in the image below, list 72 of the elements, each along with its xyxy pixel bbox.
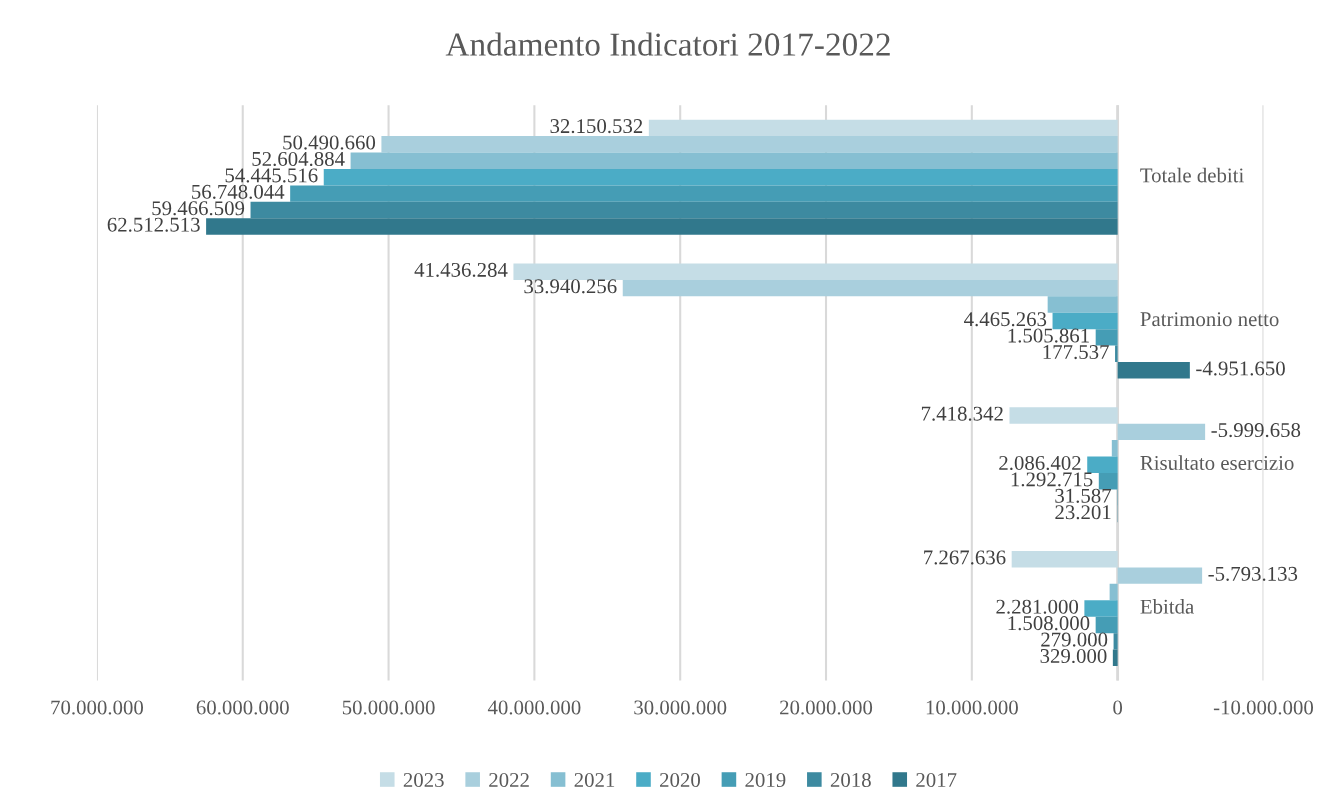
bar (250, 201, 1118, 219)
data-label: 7.418.342 (921, 406, 1003, 421)
data-label: 56.748.044 (192, 184, 285, 199)
data-label: 1.505.861 (1008, 328, 1089, 343)
data-label: 7.267.636 (924, 550, 1006, 565)
legend-label: 2021 (574, 772, 615, 788)
bar (1052, 312, 1118, 330)
legend-label: 2018 (830, 772, 871, 788)
data-label: 41.436.284 (414, 262, 508, 277)
data-label: 329.000 (1040, 648, 1107, 664)
y-tick-label: Ebitda (1140, 599, 1194, 614)
x-tick-label: 60.000.000 (196, 700, 289, 715)
data-label: 23.201 (1055, 505, 1111, 520)
bar (1109, 583, 1118, 601)
bar (290, 185, 1118, 202)
legend-label: 2020 (660, 772, 700, 788)
x-tick-label: 0 (1113, 700, 1123, 715)
x-tick-label: -10.000.000 (1213, 700, 1314, 715)
x-tick-label: 30.000.000 (634, 700, 727, 715)
legend-label: 2017 (916, 772, 957, 788)
data-label: 62.512.513 (107, 217, 200, 232)
data-label: 33.940.256 (524, 279, 617, 294)
data-label: 54.445.516 (225, 168, 318, 183)
bar (1111, 440, 1118, 457)
legend-label: 2022 (489, 772, 529, 788)
data-label: -4.951.650 (1196, 361, 1285, 376)
bar (350, 152, 1118, 169)
bar (622, 279, 1118, 297)
data-label: 279.000 (1041, 632, 1108, 647)
bar (648, 119, 1118, 137)
bar (323, 168, 1118, 186)
data-label: 2.086.402 (999, 455, 1081, 471)
bar (1098, 472, 1118, 490)
x-tick-label: 50.000.000 (342, 700, 435, 715)
bar (1117, 567, 1203, 584)
bar (513, 263, 1118, 280)
x-tick-label: 40.000.000 (487, 700, 581, 715)
data-label: 50.490.660 (283, 135, 376, 150)
y-tick-label: Patrimonio netto (1140, 312, 1279, 327)
data-label: 1.508.000 (1008, 616, 1090, 631)
x-tick-label: 20.000.000 (780, 700, 873, 715)
y-tick-label: Risultato esercizio (1140, 455, 1294, 470)
bar (381, 136, 1118, 153)
legend-label: 2019 (745, 772, 786, 788)
data-label: 177.537 (1043, 345, 1109, 360)
y-tick-label: Totale debiti (1140, 167, 1244, 183)
bar (1113, 633, 1118, 650)
bar (1115, 345, 1118, 363)
x-tick-label: 70.000.000 (51, 700, 144, 715)
bar (1095, 329, 1118, 346)
bar (206, 218, 1118, 235)
data-label: 4.465.263 (964, 312, 1047, 327)
bar (1117, 423, 1206, 441)
data-label: -5.999.658 (1211, 423, 1301, 438)
bar (1117, 362, 1190, 379)
bar (1095, 616, 1118, 634)
data-label: 31.587 (1055, 488, 1112, 503)
bar (1011, 551, 1118, 568)
data-label: 32.150.532 (550, 119, 643, 134)
x-tick-label: 10.000.000 (926, 700, 1018, 715)
chart-title: Andamento Indicatori 2017-2022 (445, 32, 890, 56)
legend-label: 2023 (403, 772, 444, 788)
bar (1087, 456, 1118, 473)
data-label: 1.292.715 (1011, 472, 1093, 487)
bar (1009, 407, 1118, 424)
data-label: 52.604.884 (252, 151, 345, 167)
data-label: -5.793.133 (1208, 566, 1298, 581)
data-label: 59.466.509 (152, 201, 245, 216)
bar (1047, 296, 1118, 313)
bar (1112, 649, 1118, 667)
bar (1084, 600, 1118, 617)
data-label: 2.281.000 (996, 599, 1079, 614)
